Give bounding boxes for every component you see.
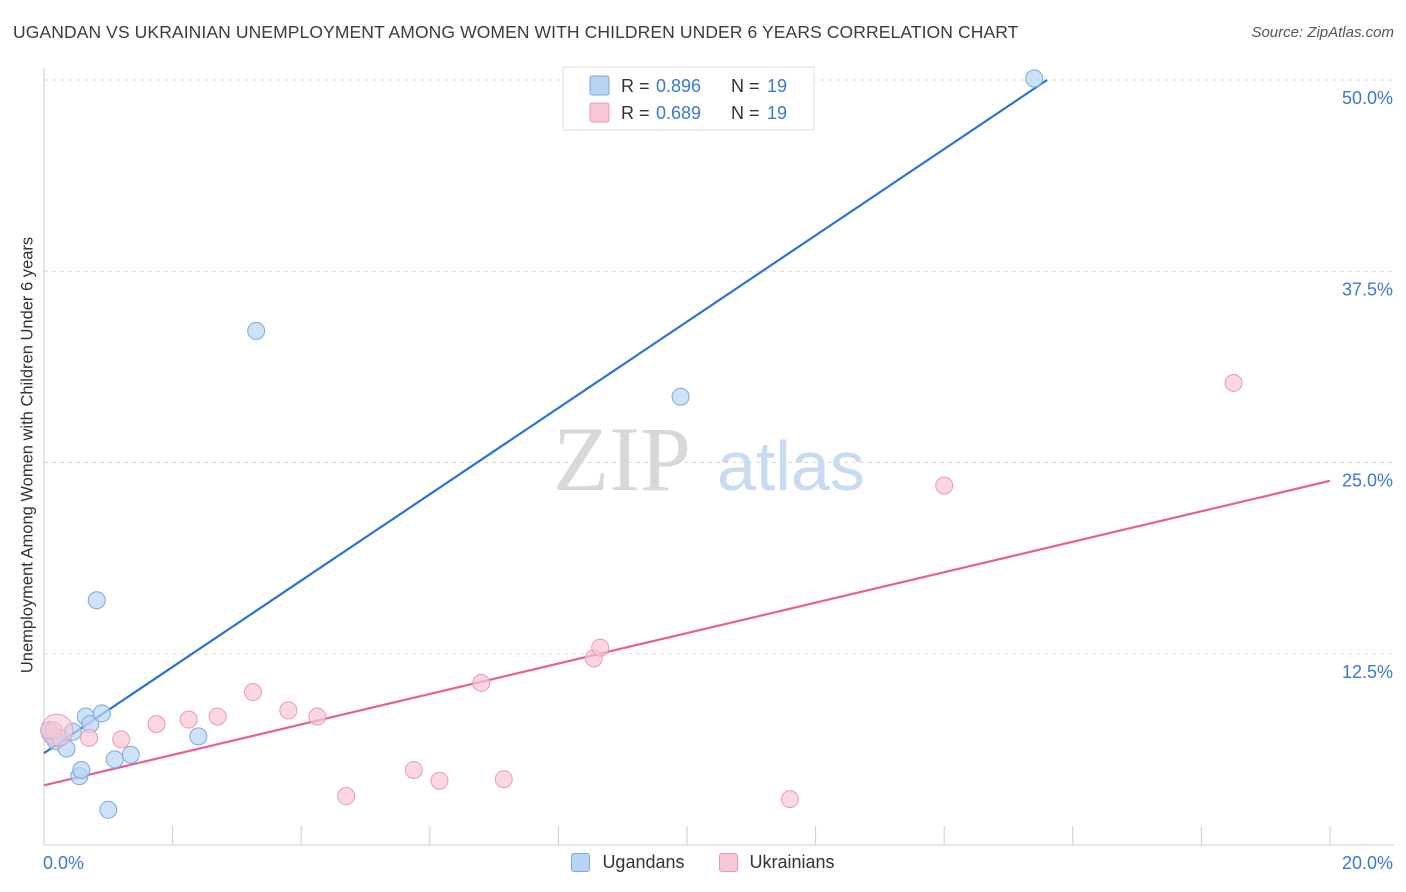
- point-ugandans: [87, 591, 106, 610]
- point-ugandans: [189, 727, 208, 746]
- y-tick-labels: 12.5% 25.0% 37.5% 50.0%: [1342, 88, 1393, 682]
- point-ukrainians: [494, 770, 513, 789]
- stats-legend: R = 0.896 N = 19 R = 0.689 N = 19: [562, 66, 815, 131]
- point-ukrainians: [472, 673, 491, 692]
- point-ukrainians: [208, 707, 227, 726]
- legend-swatch-ugandans: [589, 75, 610, 96]
- watermark-atlas: atlas: [717, 427, 865, 505]
- trend-lines: [43, 79, 1331, 787]
- point-ukrainians: [308, 707, 327, 726]
- y-tick-label: 37.5%: [1342, 279, 1393, 299]
- gridlines: [44, 79, 1394, 655]
- x-tick-label-min: 0.0%: [43, 853, 84, 873]
- point-ugandans: [99, 800, 118, 819]
- data-points: [40, 69, 1243, 819]
- legend-label-ugandans: Ugandans: [602, 852, 685, 872]
- point-ugandans: [671, 387, 690, 406]
- legend-n-label: N =: [731, 76, 760, 96]
- y-tick-label: 50.0%: [1342, 88, 1393, 108]
- y-tick-label: 25.0%: [1342, 471, 1393, 491]
- point-ukrainians: [591, 638, 610, 657]
- point-ukrainians: [279, 701, 298, 720]
- legend-item-ukrainians[interactable]: Ukrainians: [718, 852, 835, 873]
- legend-item-ugandans[interactable]: Ugandans: [571, 852, 685, 873]
- point-ukrainians: [935, 476, 954, 495]
- point-ugandans: [1025, 69, 1044, 88]
- source-label: Source: ZipAtlas.com: [1251, 24, 1394, 41]
- chart-title: UGANDAN VS UKRAINIAN UNEMPLOYMENT AMONG …: [13, 22, 1019, 42]
- legend-n-value: 19: [767, 103, 787, 123]
- point-ugandans: [72, 761, 91, 780]
- legend-swatch-ukrainians: [589, 102, 610, 123]
- point-ugandans: [121, 745, 140, 764]
- point-ukrainians: [243, 683, 262, 701]
- axes: [43, 68, 1394, 846]
- point-ukrainians: [430, 771, 449, 790]
- legend-r-value: 0.896: [656, 76, 701, 96]
- legend-n-value: 19: [767, 76, 787, 96]
- point-ugandans: [92, 704, 111, 723]
- trend-line-ugandans: [43, 79, 1048, 755]
- watermark-zip: ZIP: [553, 408, 691, 510]
- point-ukrainians: [80, 728, 99, 747]
- point-ukrainians: [179, 710, 198, 729]
- point-ukrainians-large: [40, 713, 74, 747]
- legend-label-ukrainians: Ukrainians: [749, 852, 835, 872]
- legend-r-value: 0.689: [656, 103, 701, 123]
- point-ukrainians: [337, 787, 356, 806]
- x-tick-label-max: 20.0%: [1342, 853, 1393, 873]
- point-ugandans: [247, 321, 266, 340]
- legend-swatch-ukrainians: [718, 853, 738, 872]
- legend-n-label: N =: [731, 103, 760, 123]
- point-ukrainians: [147, 715, 166, 734]
- point-ugandans: [105, 750, 124, 769]
- y-tick-label: 12.5%: [1342, 662, 1393, 682]
- point-ukrainians: [1224, 373, 1243, 392]
- point-ukrainians: [112, 730, 131, 749]
- point-ukrainians: [404, 761, 423, 780]
- legend-swatch-ugandans: [571, 853, 591, 872]
- series-legend: Ugandans Ukrainians: [0, 852, 1406, 873]
- point-ukrainians: [780, 790, 799, 809]
- legend-r-label: R =: [621, 103, 650, 123]
- trend-line-ukrainians: [43, 479, 1331, 787]
- legend-r-label: R =: [621, 76, 650, 96]
